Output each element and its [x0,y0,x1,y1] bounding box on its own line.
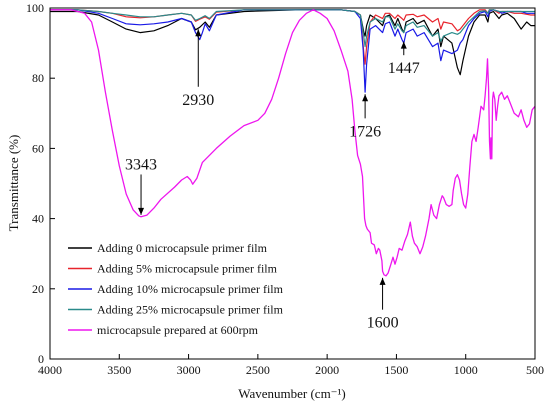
legend-label: Adding 0 microcapsule primer film [97,241,268,255]
annotation-arrow-head [195,29,202,37]
annotation-arrow-head [379,277,386,285]
legend-label: microcapsule prepared at 600rpm [97,323,259,337]
y-tick-label: 40 [32,212,44,226]
x-tick-label: 1000 [454,363,478,377]
x-tick-label: 500 [526,363,544,377]
series-line-1 [50,9,535,76]
x-tick-label: 4000 [38,363,62,377]
plot-frame [49,7,536,360]
y-tick-label: 60 [32,141,44,155]
annotation-arrow-head [400,41,407,49]
annotation-label: 1726 [349,123,381,140]
x-tick-label: 3500 [107,363,131,377]
series-line-3 [50,9,535,93]
legend: Adding 0 microcapsule primer film Adding … [68,241,284,337]
annotation-label: 1447 [388,60,420,77]
x-tick-label: 3000 [177,363,201,377]
y-tick-label: 100 [26,1,44,15]
axes: 4000 3500 3000 2500 2000 1500 1000 500 0 20 40 60 80… [26,1,544,377]
x-tick-label: 2500 [246,363,270,377]
x-tick-label: 1500 [384,363,408,377]
annotation-arrow-head [138,207,145,215]
series-line-2 [50,9,535,65]
x-axis-title: Wavenumber (cm⁻¹) [238,386,346,401]
legend-label: Adding 25% microcapsule primer film [97,303,284,317]
y-tick-label: 20 [32,282,44,296]
y-tick-label: 0 [38,352,44,366]
annotation-label: 1600 [367,315,399,332]
annotations: 2930 1447 1726 3343 1600 [125,29,420,332]
legend-label: Adding 10% microcapsule primer film [97,282,284,296]
y-axis-title: Transmittance (%) [6,135,21,232]
y-tick-label: 80 [32,71,44,85]
annotation-arrow-head [362,94,369,102]
series-lines [50,9,535,277]
series-line-4 [50,9,535,48]
series-line-5 [50,9,535,277]
annotation-label: 2930 [182,92,214,109]
x-tick-label: 2000 [315,363,339,377]
legend-label: Adding 5% microcapsule primer film [97,262,278,276]
annotation-label: 3343 [125,156,157,173]
